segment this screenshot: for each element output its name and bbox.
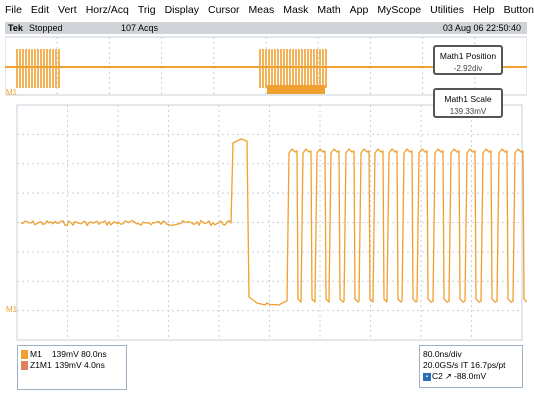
- z1m1-label: Z1M1: [30, 360, 52, 370]
- menu-display[interactable]: Display: [164, 4, 200, 16]
- menu-mask[interactable]: Mask: [283, 4, 309, 16]
- menu-app[interactable]: App: [349, 4, 369, 16]
- main-marker: M1: [6, 305, 18, 314]
- menu-help[interactable]: Help: [472, 4, 495, 16]
- menu-utilities[interactable]: Utilities: [430, 4, 464, 16]
- math1-scale-value: 139.33mV: [449, 107, 487, 116]
- timebase-readout-panel[interactable]: 80.0ns/div 20.0GS/s IT 16.7ps/pt ▪ C2 ↗ …: [419, 345, 523, 388]
- math1-position-readout[interactable]: Math1 Position -2.92div: [433, 45, 503, 75]
- overview-marker: M1: [6, 88, 18, 97]
- trigger-channel: C2: [432, 371, 443, 381]
- acquisition-state: Stopped: [29, 23, 63, 33]
- waveform-readout-panel[interactable]: M1 139mV 80.0ns Z1M1 139mV 4.0ns: [17, 345, 127, 390]
- trigger-slope-icon: ↗: [444, 371, 452, 381]
- menu-trig[interactable]: Trig: [137, 4, 156, 16]
- acquisition-count: 107 Acqs: [121, 23, 159, 33]
- menu-edit[interactable]: Edit: [30, 4, 50, 16]
- overview-zoom-bar: [267, 85, 325, 94]
- status-bar: Tek Stopped 107 Acqs 03 Aug 06 22:50:40: [5, 22, 527, 34]
- menu-button[interactable]: Button: [503, 4, 534, 16]
- m1-swatch: [21, 350, 28, 359]
- menu-horz-acq[interactable]: Horz/Acq: [85, 4, 129, 16]
- datetime: 03 Aug 06 22:50:40: [442, 23, 521, 33]
- sample-rate-value: 20.0GS/s IT 16.7ps/pt: [423, 360, 506, 370]
- menu-meas[interactable]: Meas: [248, 4, 275, 16]
- scope-display[interactable]: M1 M1 Math1 Position -2.92div Math1 Scale…: [5, 35, 527, 391]
- math1-waveform: [20, 138, 527, 306]
- math1-scale-title: Math1 Scale: [444, 94, 492, 104]
- brand-label: Tek: [8, 23, 23, 33]
- menu-vert[interactable]: Vert: [58, 4, 77, 16]
- menu-myscope[interactable]: MyScope: [377, 4, 422, 16]
- z1m1-swatch: [21, 361, 28, 370]
- math1-position-value: -2.92div: [453, 64, 483, 73]
- menu-cursor[interactable]: Cursor: [208, 4, 240, 16]
- menu-bar: File Edit Vert Horz/Acq Trig Display Cursor Mea…: [0, 0, 534, 20]
- trigger-level: -88.0mV: [454, 371, 487, 381]
- timebase-value: 80.0ns/div: [423, 349, 462, 359]
- m1-label: M1: [30, 349, 42, 359]
- trigger-icon: ▪: [423, 372, 431, 381]
- z1m1-value: 139mV 4.0ns: [54, 360, 105, 370]
- math1-position-title: Math1 Position: [439, 51, 497, 61]
- math1-scale-readout[interactable]: Math1 Scale 139.33mV: [433, 88, 503, 118]
- m1-value: 139mV 80.0ns: [51, 349, 107, 359]
- menu-file[interactable]: File: [5, 4, 22, 16]
- menu-math[interactable]: Math: [317, 4, 341, 16]
